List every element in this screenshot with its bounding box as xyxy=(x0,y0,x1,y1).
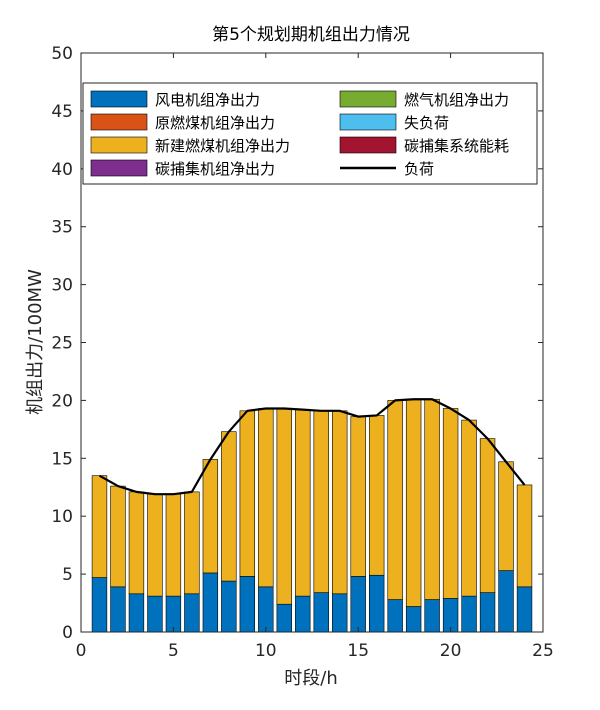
legend-box xyxy=(82,82,538,185)
bar-segment-series-0-t8 xyxy=(221,580,237,633)
chart-title: 第5个规划期机组出力情况 xyxy=(212,25,410,45)
bar-segment-series-0-t22 xyxy=(479,592,496,633)
bar-segment-series-0-t7 xyxy=(202,572,219,633)
x-tick-label-10: 10 xyxy=(255,641,277,661)
bars-layer xyxy=(91,398,533,633)
bar-segment-series-2-t14 xyxy=(332,410,348,595)
bar-segment-series-0-t18 xyxy=(405,606,422,633)
bar-segment-series-0-t5 xyxy=(165,595,182,633)
y-tick-label-20: 20 xyxy=(51,391,73,411)
bar-segment-series-2-t7 xyxy=(202,459,219,574)
load-line-layer xyxy=(98,398,526,496)
legend-label-0-1: 燃气机组净出力 xyxy=(404,91,509,109)
bar-segment-series-0-t6 xyxy=(184,593,200,633)
legend-label-3-1: 负荷 xyxy=(404,160,434,178)
legend-label-2-0: 新建燃煤机组净出力 xyxy=(155,137,290,155)
bar-segment-series-2-t5 xyxy=(165,493,182,597)
bar-segment-series-2-t10 xyxy=(258,408,274,588)
bar-segment-series-2-t24 xyxy=(516,484,533,588)
x-tick-label-0: 0 xyxy=(76,641,87,661)
y-tick-label-15: 15 xyxy=(51,449,73,469)
bar-segment-series-0-t16 xyxy=(368,574,385,633)
legend-swatch-2-0 xyxy=(90,136,148,154)
bar-segment-series-0-t10 xyxy=(258,586,274,633)
axis-ticks: 0 5 10 15 20 25 0 5 10 15 20 25 30 35 40 45 50 xyxy=(51,44,553,661)
y-tick-label-30: 30 xyxy=(51,276,73,296)
legend-swatch-0-1 xyxy=(339,90,397,108)
bar-segment-series-0-t11 xyxy=(276,603,292,633)
bar-segment-series-0-t1 xyxy=(91,577,108,633)
bar-segment-series-2-t12 xyxy=(295,409,311,597)
y-tick-label-35: 35 xyxy=(51,218,73,238)
load-line xyxy=(98,398,526,496)
x-tick-label-5: 5 xyxy=(168,641,179,661)
bar-segment-series-0-t13 xyxy=(313,592,329,633)
bar-segment-series-2-t8 xyxy=(221,431,237,582)
bar-segment-series-2-t19 xyxy=(424,398,440,600)
bar-segment-series-2-t9 xyxy=(239,410,256,577)
bar-segment-series-0-t2 xyxy=(110,586,126,633)
bar-segment-series-2-t1 xyxy=(91,475,108,578)
bar-segment-series-2-t6 xyxy=(184,491,200,595)
legend-swatch-1-0 xyxy=(90,113,148,131)
bar-segment-series-2-t22 xyxy=(479,438,496,593)
bar-segment-series-0-t12 xyxy=(295,595,311,633)
bar-segment-series-0-t15 xyxy=(350,576,366,633)
legend-label-3-0: 碳捕集机组净出力 xyxy=(155,160,275,178)
bar-segment-series-2-t4 xyxy=(147,493,163,597)
bar-segment-series-0-t3 xyxy=(128,593,145,633)
legend-swatch-3-0 xyxy=(90,159,148,177)
y-axis-title: 机组出力/100MW xyxy=(25,269,46,415)
bar-segment-series-2-t23 xyxy=(498,461,514,571)
x-tick-label-15: 15 xyxy=(347,641,369,661)
legend-label-2-1: 碳捕集系统能耗 xyxy=(404,137,509,155)
bar-segment-series-0-t23 xyxy=(498,570,514,633)
bar-segment-series-2-t2 xyxy=(110,485,126,588)
bar-segment-series-2-t11 xyxy=(276,408,292,605)
bar-segment-series-0-t21 xyxy=(461,595,477,633)
bar-segment-series-2-t17 xyxy=(387,400,403,600)
bar-segment-series-0-t9 xyxy=(239,576,256,633)
legend-label-1-0: 原燃煤机组净出力 xyxy=(155,114,275,132)
bar-segment-series-0-t24 xyxy=(516,586,533,633)
bar-segment-series-2-t18 xyxy=(405,398,422,607)
legend-swatch-1-1 xyxy=(339,113,397,131)
bar-segment-series-2-t20 xyxy=(442,408,459,599)
y-tick-label-5: 5 xyxy=(62,565,73,585)
bar-segment-series-2-t21 xyxy=(461,419,477,597)
legend-swatch-2-1 xyxy=(339,136,397,154)
bar-segment-series-0-t14 xyxy=(332,593,348,633)
y-tick-label-0: 0 xyxy=(62,623,73,643)
legend-label-0-0: 风电机组净出力 xyxy=(155,91,260,109)
bar-segment-series-0-t17 xyxy=(387,599,403,633)
y-tick-label-45: 45 xyxy=(51,102,73,122)
bar-segment-series-2-t13 xyxy=(313,410,329,593)
bar-segment-series-2-t15 xyxy=(350,416,366,577)
bar-segment-series-0-t20 xyxy=(442,598,459,633)
bar-segment-series-0-t4 xyxy=(147,595,163,633)
legend-swatch-0-0 xyxy=(90,90,148,108)
x-tick-label-20: 20 xyxy=(440,641,462,661)
y-tick-label-50: 50 xyxy=(51,44,73,64)
x-axis-title: 时段/h xyxy=(284,668,337,689)
y-tick-label-10: 10 xyxy=(51,507,73,527)
y-tick-label-40: 40 xyxy=(51,160,73,180)
x-tick-label-25: 25 xyxy=(532,641,554,661)
bar-segment-series-2-t16 xyxy=(368,415,385,576)
legend-label-1-1: 失负荷 xyxy=(404,114,449,132)
bar-segment-series-0-t19 xyxy=(424,599,440,633)
bar-segment-series-2-t3 xyxy=(128,491,145,595)
y-tick-label-25: 25 xyxy=(51,334,73,354)
